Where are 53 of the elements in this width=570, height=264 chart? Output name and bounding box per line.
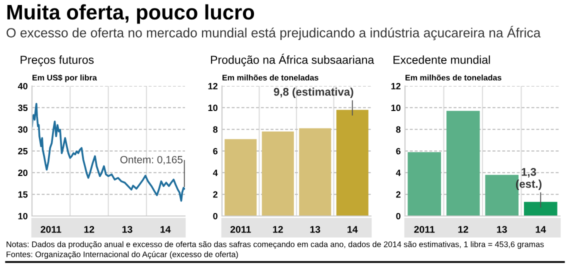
y-tick-label: 6 [396,148,401,154]
x-tick-label: 13 [310,226,320,233]
x-tick-label: 13 [122,226,132,233]
y-axis-title: Em US$ por libra [32,74,97,82]
line-series [32,102,185,202]
y-tick-label: 10 [18,212,28,220]
text: Muita oferta, pouco lucro [7,4,254,24]
y-tick-label: 30 [18,126,28,133]
y-tick-label: 6 [213,148,218,154]
y-axis-title: Em milhões de toneladas [222,74,318,81]
y-tick-label: 8 [396,126,401,133]
y-tick-label: 0 [396,212,400,220]
y-tick-label: 12 [391,82,400,90]
x-tick-label: 2011 [414,226,435,233]
bar [262,132,294,216]
x-tick-label: 13 [497,226,507,233]
annotation: 9,8 (estimativa) [274,88,354,98]
text: O excesso de oferta no mercado mundial está prejudicando a indústria açucareira na África [6,26,541,40]
y-tick-label: 15 [18,191,28,198]
y-tick-label: 12 [208,82,218,90]
x-tick-label: 2011 [230,226,251,233]
y-axis-title: Em milhões de toneladas [406,74,502,81]
bar [224,139,257,216]
y-tick-label: 20 [18,170,28,176]
x-tick-label: 14 [348,226,358,233]
x-tick-label: 12 [273,226,283,233]
bar [446,110,480,216]
y-tick-label: 4 [396,170,401,176]
x-tick-label: 2011 [40,226,62,233]
chart-title: Preços futuros [20,55,94,66]
y-tick-label: 35 [18,104,28,112]
y-tick-label: 25 [18,148,28,154]
y-tick-label: 8 [213,126,218,133]
x-tick-label: 12 [84,226,94,233]
bar [524,202,558,216]
y-tick-label: 2 [396,191,400,198]
annotation: Ontem: 0,165 [120,156,183,165]
text: Notas: Dados da produção anual e excesso de oferta são das safras começando em cada ano, dados de 2014 são estimativas, 1 libra = 453,6 gramas [6,241,544,249]
y-tick-label: 10 [391,104,400,112]
y-tick-label: 0 [213,212,218,220]
y-tick-label: 2 [213,191,218,198]
y-tick-label: 40 [18,82,28,90]
bar [299,128,332,216]
text: Fontes: Organização Internacional do Açúcar (excesso de oferta) [6,251,238,259]
y-tick-label: 10 [208,104,218,112]
chart-title: Produção na África subsaariana [211,54,374,66]
bar [408,152,442,216]
y-tick-label: 4 [212,170,218,176]
x-tick-label: 12 [458,226,468,233]
bar [336,110,368,216]
x-tick-label: 14 [536,226,546,233]
x-tick-label: 14 [160,226,171,233]
chart-title: Excedente mundial [394,55,490,64]
